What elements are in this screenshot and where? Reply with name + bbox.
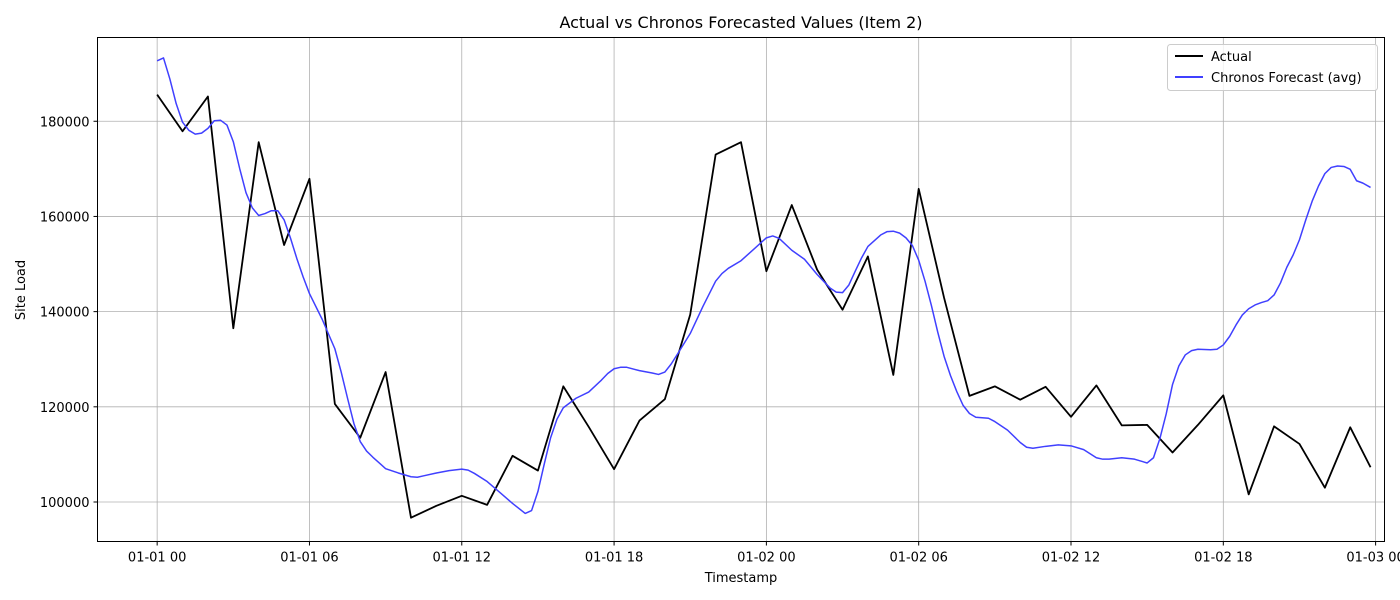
- x-tick-label: 01-03 00: [1346, 551, 1400, 566]
- legend-label-actual: Actual: [1211, 50, 1252, 65]
- x-tick-label: 01-01 12: [433, 551, 491, 566]
- chart-title: Actual vs Chronos Forecasted Values (Ite…: [559, 13, 922, 32]
- plot-area-frame: [97, 37, 1385, 542]
- x-tick-label: 01-02 00: [737, 551, 795, 566]
- y-tick-label: 160000: [40, 210, 90, 225]
- legend-box: [1167, 44, 1378, 91]
- x-tick-label: 01-02 12: [1042, 551, 1100, 566]
- legend: Actual Chronos Forecast (avg): [1167, 44, 1378, 91]
- x-axis: 01-01 00 01-01 06 01-01 12 01-01 18 01-02 00…: [128, 541, 1400, 566]
- x-tick-label: 01-02 06: [889, 551, 947, 566]
- legend-label-forecast: Chronos Forecast (avg): [1211, 71, 1362, 86]
- series-layer: [156, 57, 1372, 519]
- y-axis: 100000 120000 140000 160000 180000: [40, 115, 98, 511]
- x-tick-label: 01-02 18: [1194, 551, 1252, 566]
- chronos-forecast-series-line: [156, 57, 1371, 515]
- grid-layer: [97, 37, 1385, 542]
- y-tick-label: 140000: [40, 306, 90, 321]
- y-tick-label: 180000: [40, 115, 90, 130]
- x-axis-label: Timestamp: [704, 571, 778, 586]
- actual-series-line: [156, 94, 1372, 519]
- x-tick-label: 01-01 06: [280, 551, 338, 566]
- y-tick-label: 100000: [40, 496, 90, 511]
- x-tick-label: 01-01 18: [585, 551, 643, 566]
- x-tick-label: 01-01 00: [128, 551, 186, 566]
- y-axis-label: Site Load: [14, 260, 29, 320]
- y-tick-label: 120000: [40, 401, 90, 416]
